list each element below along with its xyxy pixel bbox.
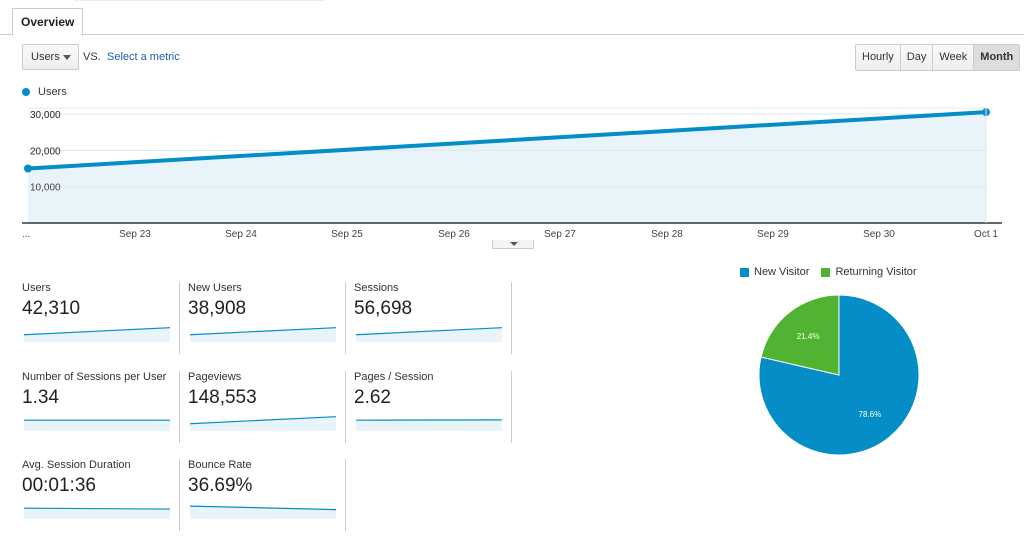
metric-select[interactable]: Users — [22, 44, 79, 70]
metric-value: 56,698 — [354, 298, 413, 319]
metric-tile[interactable]: Pages / Session 2.62 — [354, 371, 512, 443]
sparkline-line — [24, 327, 170, 336]
metric-value: 36.69% — [188, 475, 253, 496]
sparkline-line — [190, 416, 336, 425]
legend-swatch-icon — [740, 267, 749, 277]
x-tick-label: Sep 23 — [119, 229, 151, 240]
x-tick-label: Sep 28 — [651, 229, 683, 240]
sparkline-line — [190, 505, 336, 511]
y-tick-label: 30,000 — [30, 110, 61, 121]
metric-value: 00:01:36 — [22, 475, 96, 496]
x-tick-label: Sep 24 — [225, 229, 257, 240]
sparkline — [190, 327, 336, 342]
metric-select-value: Users — [31, 51, 60, 63]
legend-swatch-icon — [821, 267, 831, 277]
visitor-pie-chart: 78.6% 21.4% — [758, 294, 920, 456]
series-line-users — [27, 110, 987, 171]
pie-slice[interactable] — [760, 294, 840, 376]
sparkline — [190, 505, 336, 519]
metric-label: Avg. Session Duration — [22, 459, 131, 471]
tab-overview[interactable]: Overview — [12, 8, 84, 36]
sparkline — [24, 419, 170, 431]
x-tick-label: Sep 29 — [757, 229, 789, 240]
sparkline-line — [356, 327, 502, 336]
area-fill — [28, 112, 986, 223]
month-button[interactable]: Month — [974, 45, 1020, 70]
time-granularity-group: Hourly Day Week Month — [855, 44, 1021, 71]
metric-tile[interactable]: Avg. Session Duration 00:01:36 — [22, 459, 180, 531]
chevron-down-icon — [510, 242, 518, 246]
pie-legend-label: New Visitor — [754, 266, 810, 278]
metric-value: 148,553 — [188, 387, 257, 408]
metric-label: Users — [22, 282, 51, 294]
data-point[interactable] — [24, 164, 32, 173]
pie-legend-label: Returning Visitor — [835, 266, 917, 278]
sparkline-area — [190, 327, 336, 342]
metric-tile[interactable]: New Users 38,908 — [188, 282, 346, 354]
y-tick-label: 20,000 — [30, 146, 61, 157]
sparkline-area — [356, 327, 502, 342]
users-line-chart: 30,00020,00010,00030,00020,00010,000...S… — [22, 107, 1002, 240]
x-tick-label: Sep 30 — [863, 229, 895, 240]
y-tick-label: 20,000 — [30, 146, 61, 157]
metric-label: Pageviews — [188, 371, 242, 383]
sparkline-line — [190, 327, 336, 336]
x-tick-label: Oct 1 — [974, 229, 998, 240]
sparkline-area — [24, 327, 170, 342]
chevron-down-icon — [63, 55, 71, 60]
sparkline-area — [356, 419, 502, 431]
week-button[interactable]: Week — [933, 45, 975, 70]
legend-dot-icon — [22, 88, 30, 96]
pie-slice-label: 78.6% — [859, 410, 882, 419]
metric-value: 38,908 — [188, 298, 247, 319]
x-tick-label: Sep 26 — [438, 229, 470, 240]
metric-tile[interactable]: Sessions 56,698 — [354, 282, 512, 354]
sparkline — [24, 507, 170, 519]
sparkline — [356, 419, 502, 431]
legend-label-users: Users — [38, 86, 67, 98]
chart-collapse-toggle[interactable] — [492, 240, 534, 249]
tab-divider — [75, 0, 325, 1]
pie-legend-item-new: New Visitor — [740, 266, 809, 278]
y-tick-label: 30,000 — [30, 110, 61, 121]
sparkline — [190, 416, 336, 431]
sparkline-line — [24, 507, 170, 510]
metric-value: 42,310 — [22, 298, 81, 319]
metric-value: 2.62 — [354, 387, 391, 408]
metric-tile[interactable]: Pageviews 148,553 — [188, 371, 346, 443]
x-tick-label: Sep 27 — [544, 229, 576, 240]
sparkline-area — [190, 416, 336, 431]
metric-tile[interactable]: Users 42,310 — [22, 282, 180, 354]
pie-legend-item-returning: Returning Visitor — [821, 266, 917, 278]
hourly-button[interactable]: Hourly — [856, 45, 901, 70]
tab-bar: Overview — [0, 0, 1024, 36]
day-button[interactable]: Day — [900, 45, 934, 70]
metric-label: Number of Sessions per User — [22, 371, 167, 383]
sparkline — [24, 327, 170, 342]
pie-slice-label: 21.4% — [797, 332, 820, 341]
chart-legend: Users — [22, 86, 67, 98]
y-tick-label: 10,000 — [30, 183, 61, 194]
pie-legend: New Visitor Returning Visitor — [740, 266, 929, 278]
metric-label: Sessions — [354, 282, 399, 294]
sparkline-area — [24, 420, 170, 431]
select-metric-link[interactable]: Select a metric — [107, 51, 180, 63]
metric-tile[interactable]: Number of Sessions per User 1.34 — [22, 371, 180, 443]
metric-tile[interactable]: Bounce Rate 36.69% — [188, 459, 346, 531]
metric-label: New Users — [188, 282, 242, 294]
metric-label: Bounce Rate — [188, 459, 252, 471]
sparkline-area — [24, 508, 170, 519]
sparkline — [356, 327, 502, 342]
x-tick-label: ... — [22, 229, 30, 240]
vs-label: VS. — [83, 51, 101, 63]
x-tick-label: Sep 25 — [331, 229, 363, 240]
metric-label: Pages / Session — [354, 371, 434, 383]
metric-value: 1.34 — [22, 387, 59, 408]
